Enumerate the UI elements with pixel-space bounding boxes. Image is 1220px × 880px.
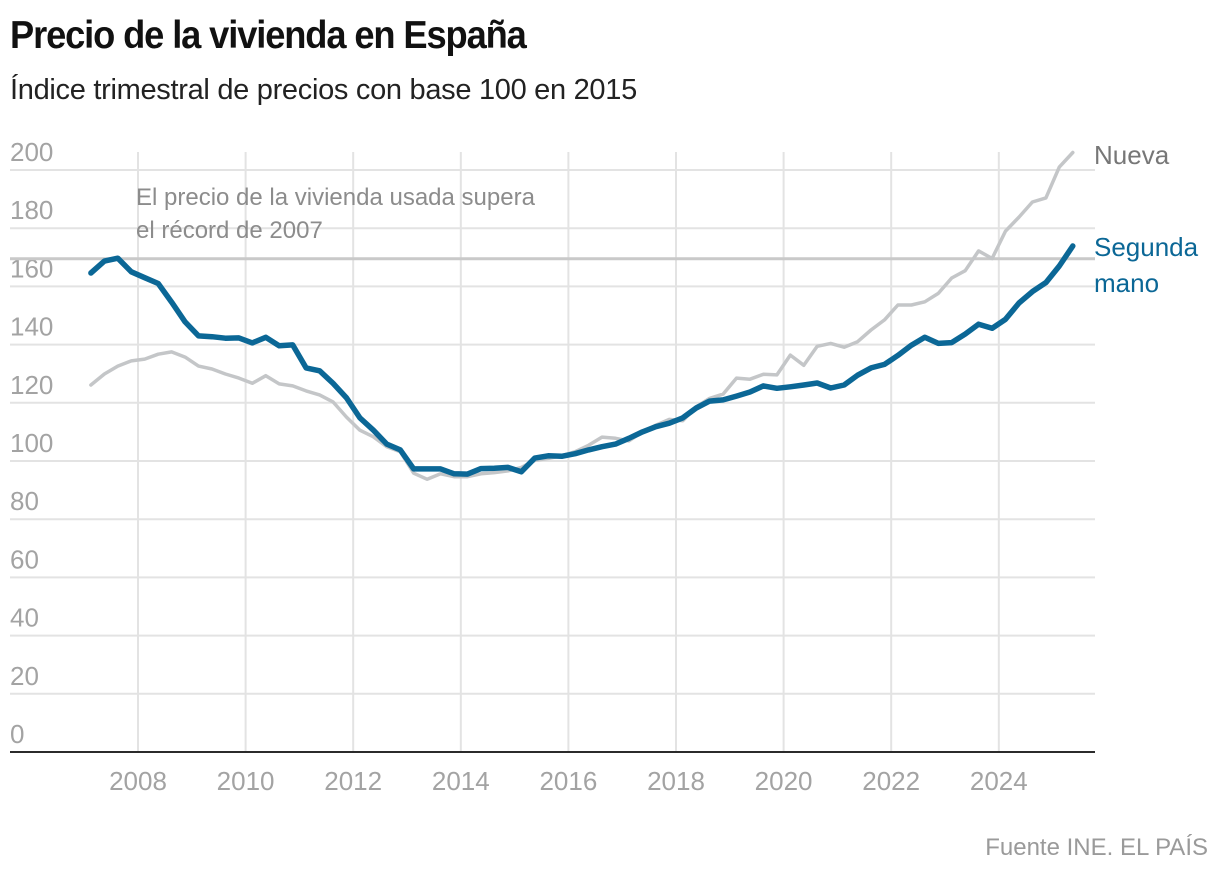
x-tick-label: 2008: [109, 766, 167, 796]
source-note: Fuente INE. EL PAÍS: [985, 834, 1208, 861]
y-tick-label: 140: [10, 312, 53, 342]
series-lines: [88, 150, 1076, 482]
x-tick-label: 2024: [970, 766, 1028, 796]
x-axis-ticks: 2008 2010 2012 2014 2016 2018 2020 2022 2024: [109, 766, 1028, 796]
series-label-nueva: Nueva: [1094, 140, 1170, 170]
x-tick-label: 2016: [539, 766, 597, 796]
y-tick-label: 40: [10, 603, 39, 633]
series-labels: Nueva Segunda mano: [1094, 140, 1199, 298]
x-tick-label: 2022: [862, 766, 920, 796]
y-tick-label: 100: [10, 428, 53, 458]
series-line-segunda-mano: [88, 243, 1076, 477]
chart-subtitle: Índice trimestral de precios con base 10…: [10, 74, 637, 106]
y-tick-label: 200: [10, 137, 53, 167]
series-label-segunda-mano: Segunda: [1094, 232, 1199, 262]
y-tick-label: 180: [10, 195, 53, 225]
x-tick-label: 2012: [324, 766, 382, 796]
record-reference: El precio de la vivienda usada supera el …: [10, 184, 1095, 261]
x-tick-label: 2020: [755, 766, 813, 796]
annotation-text: el récord de 2007: [136, 217, 323, 244]
x-tick-label: 2010: [217, 766, 275, 796]
y-tick-label: 20: [10, 661, 39, 691]
y-tick-label: 60: [10, 544, 39, 574]
chart-title: Precio de la vivienda en España: [10, 14, 527, 57]
y-tick-label: 0: [10, 719, 24, 749]
annotation-text: El precio de la vivienda usada supera: [136, 184, 536, 211]
x-tick-label: 2018: [647, 766, 705, 796]
gridlines: [10, 152, 1095, 752]
x-tick-label: 2014: [432, 766, 490, 796]
series-line-nueva: [89, 150, 1075, 482]
y-tick-label: 80: [10, 486, 39, 516]
y-tick-label: 120: [10, 370, 53, 400]
series-label-segunda-mano: mano: [1094, 268, 1159, 298]
